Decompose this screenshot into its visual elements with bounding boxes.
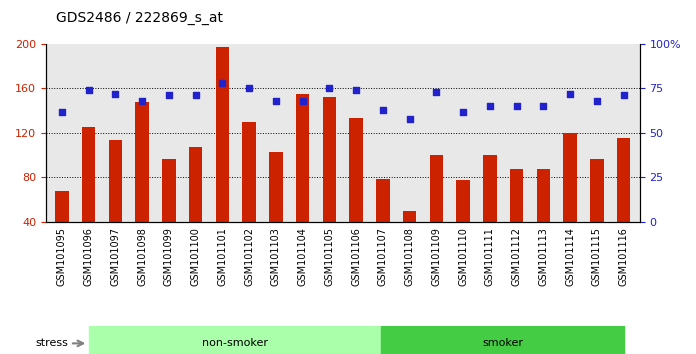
- Point: [297, 98, 308, 104]
- Point: [56, 109, 68, 114]
- Bar: [381, 326, 624, 354]
- Bar: [82, 127, 95, 267]
- Bar: [162, 159, 175, 267]
- Bar: [89, 326, 381, 354]
- Point: [592, 98, 603, 104]
- Point: [351, 87, 362, 93]
- Bar: [349, 119, 363, 267]
- Bar: [403, 211, 416, 267]
- Bar: [376, 178, 390, 267]
- Bar: [189, 147, 203, 267]
- Point: [83, 87, 94, 93]
- Bar: [537, 169, 550, 267]
- Text: smoker: smoker: [482, 338, 523, 348]
- Bar: [617, 138, 631, 267]
- Bar: [216, 47, 229, 267]
- Point: [511, 103, 522, 109]
- Point: [136, 98, 148, 104]
- Point: [457, 109, 468, 114]
- Bar: [590, 159, 603, 267]
- Point: [217, 80, 228, 86]
- Bar: [483, 155, 496, 267]
- Point: [244, 86, 255, 91]
- Point: [377, 107, 388, 113]
- Point: [618, 93, 629, 98]
- Text: non-smoker: non-smoker: [203, 338, 268, 348]
- Bar: [296, 94, 309, 267]
- Bar: [457, 180, 470, 267]
- Point: [564, 91, 576, 97]
- Bar: [242, 122, 256, 267]
- Bar: [136, 102, 149, 267]
- Bar: [564, 133, 577, 267]
- Bar: [429, 155, 443, 267]
- Point: [484, 103, 496, 109]
- Text: GDS2486 / 222869_s_at: GDS2486 / 222869_s_at: [56, 11, 223, 25]
- Point: [404, 116, 416, 121]
- Point: [270, 98, 281, 104]
- Point: [190, 93, 201, 98]
- Bar: [55, 191, 69, 267]
- Point: [110, 91, 121, 97]
- Bar: [510, 169, 523, 267]
- Point: [538, 103, 549, 109]
- Bar: [269, 152, 283, 267]
- Point: [164, 93, 175, 98]
- Point: [324, 86, 335, 91]
- Bar: [109, 139, 122, 267]
- Text: stress: stress: [36, 338, 69, 348]
- Bar: [323, 97, 336, 267]
- Point: [431, 89, 442, 95]
